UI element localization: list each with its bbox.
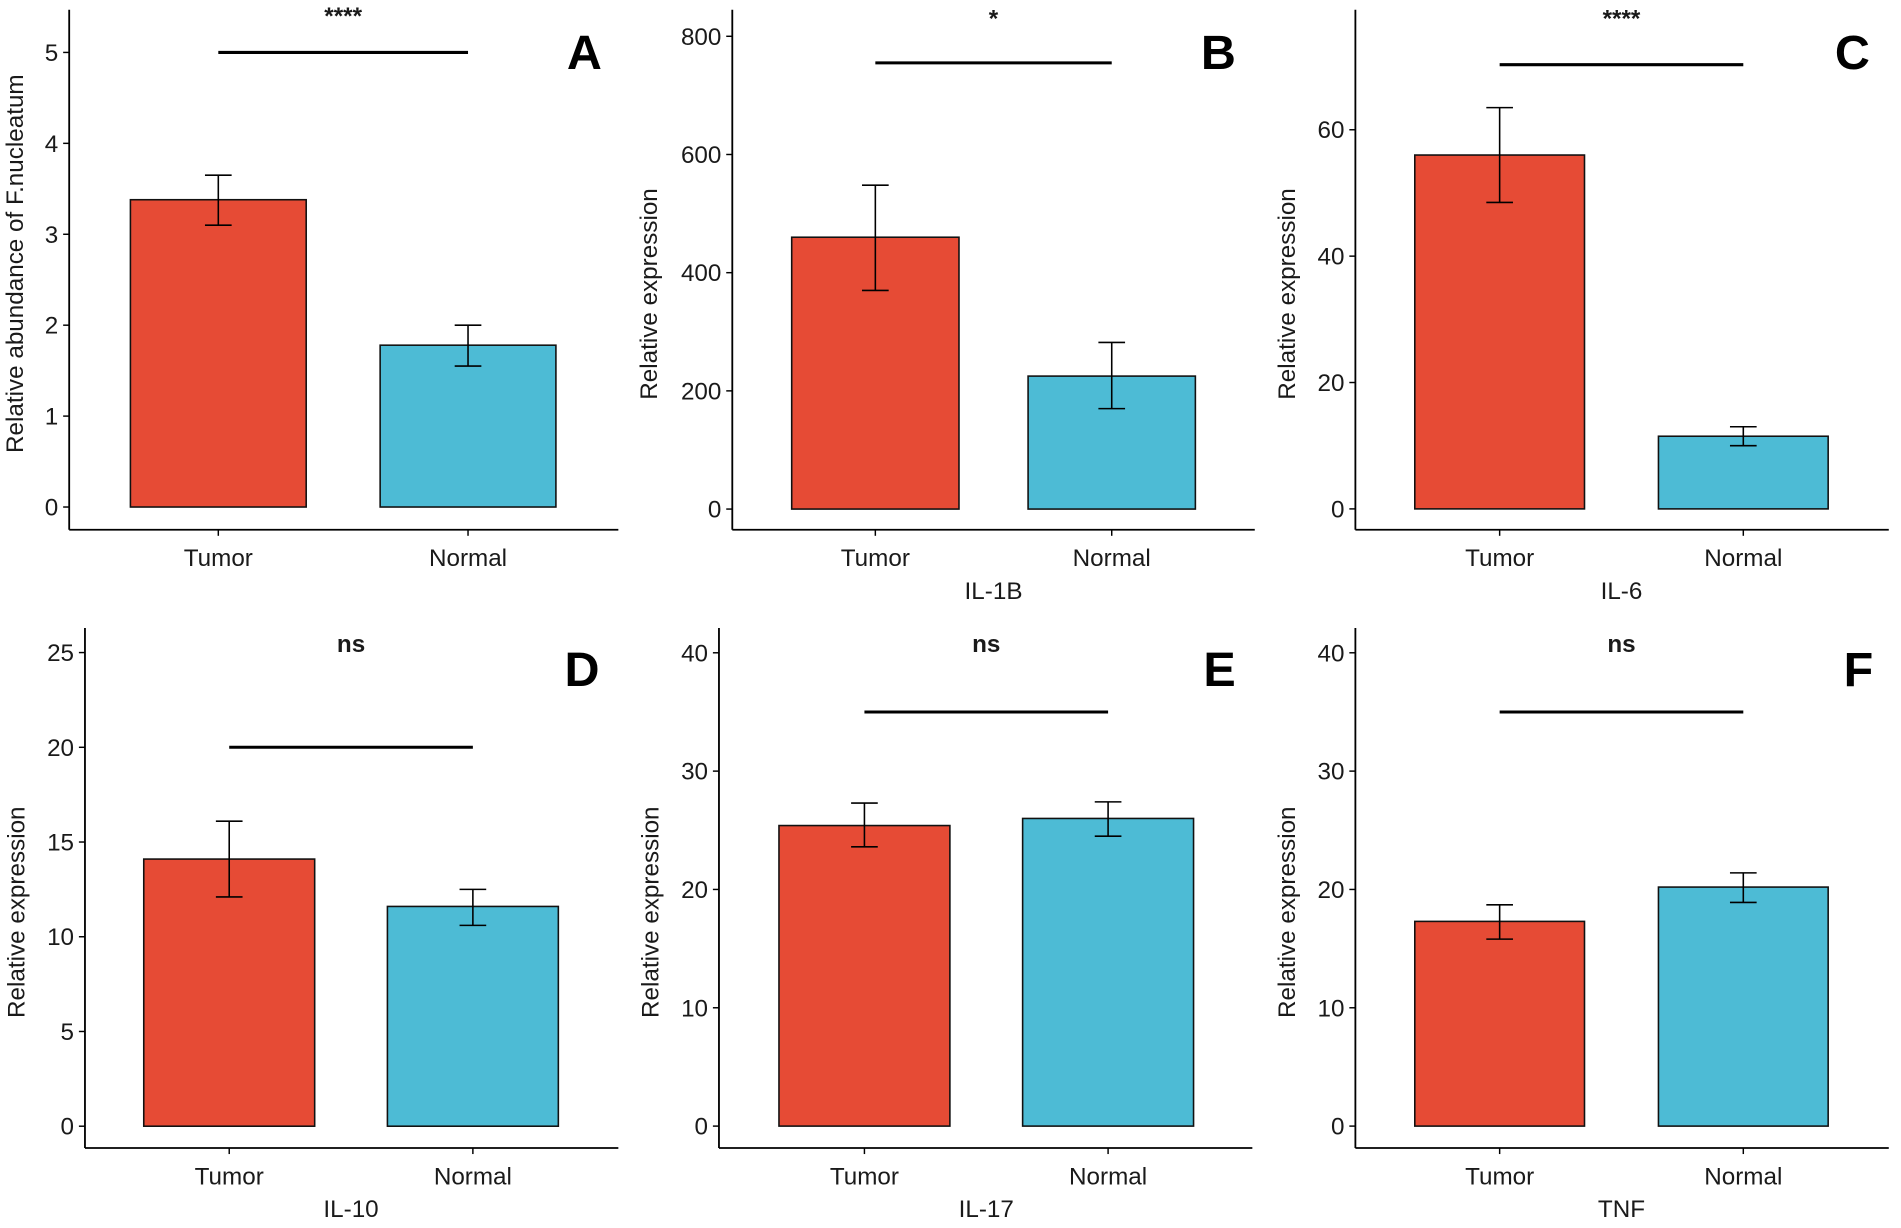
y-tick-label: 200 — [681, 378, 721, 405]
panel-letter: E — [1203, 643, 1235, 697]
panel-e: 0 10 20 30 40 Tumor Normal ns E Relative expressi… — [637, 627, 1253, 1223]
y-axis-title: Relative expression — [3, 806, 30, 1017]
bar-normal — [1657, 435, 1829, 510]
significance-label: **** — [324, 3, 362, 30]
bar-normal — [386, 905, 560, 1127]
y-axis-title: Relative expression — [637, 806, 664, 1017]
x-axis-title: IL-10 — [323, 1196, 378, 1223]
y-tick-label: 10 — [681, 995, 708, 1022]
y-tick-label: 600 — [681, 142, 721, 169]
x-tick-label: Tumor — [1465, 1163, 1534, 1190]
y-tick-label: 800 — [681, 24, 721, 51]
x-tick-label: Tumor — [841, 545, 910, 572]
x-tick-label: Tumor — [195, 1163, 264, 1190]
panel-f: 0 10 20 30 40 Tumor Normal ns F Relative expressi… — [1274, 627, 1889, 1223]
y-tick-label: 0 — [695, 1114, 708, 1141]
y-tick-label: 40 — [1318, 640, 1345, 667]
panel-letter: A — [567, 26, 602, 80]
y-tick-label: 2 — [45, 313, 58, 340]
y-tick-label: 40 — [1318, 244, 1345, 271]
y-axis-title: Relative expression — [1274, 806, 1301, 1017]
significance-label: ns — [972, 631, 1000, 658]
y-tick-label: 30 — [1318, 759, 1345, 786]
significance-label: ns — [337, 631, 365, 658]
significance-label: * — [989, 6, 999, 33]
x-tick-label: Tumor — [184, 545, 253, 572]
y-tick-label: 0 — [45, 495, 58, 522]
x-tick-label: Normal — [434, 1163, 512, 1190]
y-tick-label: 10 — [1318, 995, 1345, 1022]
y-tick-label: 1 — [45, 404, 58, 431]
y-tick-label: 20 — [1318, 877, 1345, 904]
x-axis-title: IL-17 — [959, 1196, 1014, 1223]
y-tick-label: 0 — [708, 497, 721, 524]
bar-normal — [1021, 817, 1195, 1127]
bar-normal — [1657, 886, 1829, 1127]
y-axis-title: Relative expression — [1274, 188, 1301, 399]
y-tick-label: 20 — [47, 735, 74, 762]
y-tick-label: 0 — [61, 1114, 74, 1141]
x-tick-label: Tumor — [830, 1163, 899, 1190]
panel-b: 0 200 400 600 800 Tumor Normal * B Relative expre… — [636, 6, 1255, 605]
y-axis-title: Relative expression — [636, 188, 663, 399]
significance-label: **** — [1603, 6, 1641, 33]
y-tick-label: 5 — [45, 40, 58, 67]
y-tick-label: 4 — [45, 131, 58, 158]
bar-tumor — [778, 824, 951, 1127]
x-tick-label: Tumor — [1465, 545, 1534, 572]
bar-tumor — [1414, 154, 1586, 510]
panel-letter: C — [1835, 26, 1870, 80]
x-tick-label: Normal — [1704, 545, 1782, 572]
bar-tumor — [129, 198, 307, 508]
panel-letter: B — [1201, 26, 1236, 80]
y-tick-label: 10 — [47, 924, 74, 951]
x-tick-label: Normal — [429, 545, 507, 572]
x-tick-label: Normal — [1069, 1163, 1147, 1190]
y-tick-label: 5 — [61, 1019, 74, 1046]
bar-tumor — [142, 858, 316, 1127]
y-axis-title: Relative abundance of F.nucleatum — [2, 74, 29, 453]
x-axis-title: TNF — [1598, 1196, 1645, 1223]
x-tick-label: Normal — [1073, 545, 1151, 572]
y-tick-label: 25 — [47, 640, 74, 667]
y-tick-label: 0 — [1331, 496, 1344, 523]
panel-a: 0 1 2 3 4 5 Tumor Normal **** A Relative abundance… — [2, 3, 619, 572]
y-tick-label: 60 — [1318, 117, 1345, 144]
panel-letter: D — [564, 643, 599, 697]
y-tick-label: 40 — [681, 640, 708, 667]
y-tick-label: 20 — [1318, 370, 1345, 397]
bar-normal — [379, 344, 557, 508]
panel-d: 0 5 10 15 20 25 Tumor Normal ns D Relative express… — [3, 627, 619, 1223]
significance-label: ns — [1607, 631, 1635, 658]
x-axis-title: IL-1B — [965, 578, 1023, 605]
y-tick-label: 3 — [45, 222, 58, 249]
x-tick-label: Normal — [1704, 1163, 1782, 1190]
y-tick-label: 20 — [681, 877, 708, 904]
panel-c: 0 20 40 60 Tumor Normal **** C Relative expressi… — [1274, 6, 1889, 605]
bar-tumor — [1414, 920, 1586, 1127]
panel-letter: F — [1844, 643, 1874, 697]
x-axis-title: IL-6 — [1601, 578, 1643, 605]
y-tick-label: 30 — [681, 759, 708, 786]
y-tick-label: 400 — [681, 260, 721, 287]
y-tick-label: 15 — [47, 830, 74, 857]
y-tick-label: 0 — [1331, 1114, 1344, 1141]
